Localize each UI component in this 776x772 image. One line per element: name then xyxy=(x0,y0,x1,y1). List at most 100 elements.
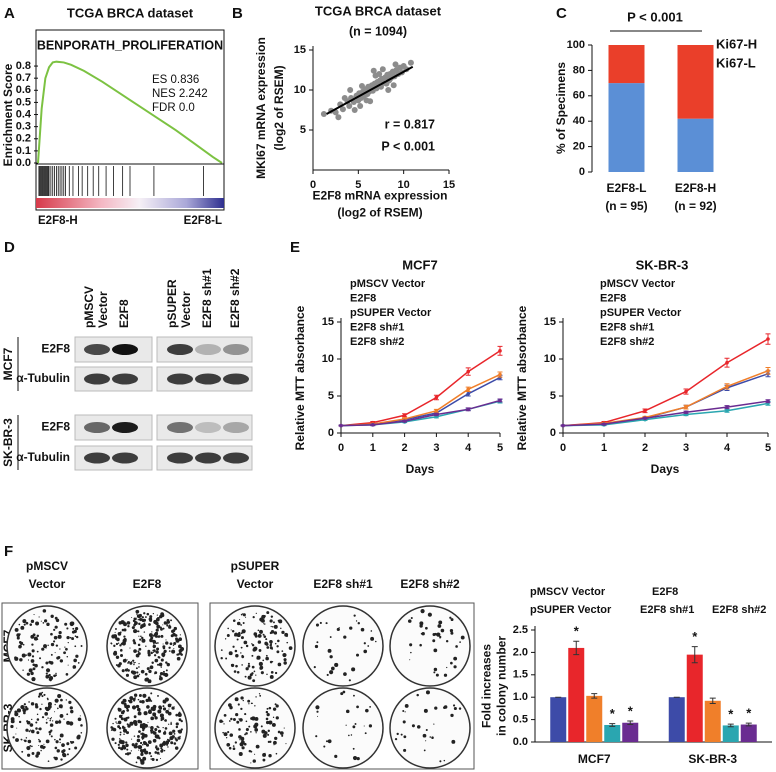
colony xyxy=(116,722,118,725)
colony xyxy=(350,734,353,736)
colony xyxy=(433,671,436,674)
colony xyxy=(47,644,49,647)
colony xyxy=(138,618,140,621)
annotation: ES 0.836 xyxy=(152,74,199,86)
bar xyxy=(568,647,585,742)
colony xyxy=(72,665,77,669)
colony xyxy=(450,631,454,635)
colony xyxy=(162,707,167,711)
colony xyxy=(133,661,135,664)
colony xyxy=(273,740,277,745)
group-label: E2F8-L xyxy=(184,215,222,227)
colony xyxy=(166,743,169,746)
colony xyxy=(148,669,152,674)
colony xyxy=(229,705,233,710)
colony xyxy=(153,651,155,654)
colony xyxy=(178,718,182,722)
colony xyxy=(240,632,243,635)
colony xyxy=(31,643,34,646)
lane-label: E2F8 sh#2 xyxy=(228,268,242,328)
colony xyxy=(255,674,257,676)
colony xyxy=(460,635,465,640)
y-axis-label: Fold increases xyxy=(480,644,494,728)
colony xyxy=(132,670,137,675)
colony xyxy=(23,739,25,742)
colony xyxy=(234,697,239,702)
colony xyxy=(133,744,138,749)
colony xyxy=(59,714,64,718)
colony xyxy=(356,653,360,657)
significance-mark: * xyxy=(746,706,752,721)
colony xyxy=(119,649,123,652)
colony xyxy=(251,654,254,657)
colony xyxy=(334,754,338,759)
colony xyxy=(125,741,128,744)
colony xyxy=(334,662,339,668)
colony xyxy=(219,719,223,723)
point xyxy=(379,66,386,73)
y-tick-label: 1.5 xyxy=(513,669,528,681)
colony xyxy=(420,609,425,614)
colony xyxy=(33,613,35,616)
point xyxy=(363,97,370,104)
point xyxy=(498,349,502,353)
colony xyxy=(67,642,69,644)
colony xyxy=(36,718,40,721)
colony xyxy=(120,620,125,625)
colony xyxy=(266,673,268,676)
colony xyxy=(38,616,40,618)
colony xyxy=(165,709,170,714)
band xyxy=(195,452,221,464)
colony xyxy=(123,733,125,736)
colony xyxy=(356,705,359,709)
colony xyxy=(132,639,135,642)
colony xyxy=(160,749,164,753)
colony xyxy=(455,645,458,648)
colony xyxy=(245,644,249,648)
colony xyxy=(364,732,367,735)
colony xyxy=(272,625,274,628)
point xyxy=(725,360,729,365)
colony xyxy=(123,628,127,632)
colony xyxy=(180,647,185,651)
colony xyxy=(29,729,32,731)
colony xyxy=(355,620,358,622)
colony xyxy=(50,632,53,636)
colony xyxy=(273,624,278,629)
legend-entry: E2F8 sh#1 xyxy=(600,321,654,333)
colony xyxy=(265,710,269,714)
x-axis-label: Days xyxy=(406,462,435,476)
colony xyxy=(55,644,59,647)
colony xyxy=(262,659,265,662)
colony xyxy=(244,616,247,618)
colony xyxy=(152,712,157,717)
colony xyxy=(367,645,370,647)
colony xyxy=(138,730,141,734)
colony xyxy=(229,733,234,737)
colony xyxy=(126,752,130,756)
colony xyxy=(123,635,126,638)
colony xyxy=(343,635,347,639)
y-axis-label: Relative MTT absorbance xyxy=(515,305,529,450)
colony xyxy=(152,738,157,743)
colony xyxy=(153,654,157,657)
colony xyxy=(277,730,281,734)
colony xyxy=(124,658,126,660)
legend-entry: E2F8 sh#2 xyxy=(350,336,404,348)
colony xyxy=(172,729,176,733)
bar-segment xyxy=(677,45,714,119)
bar xyxy=(550,697,567,742)
colony xyxy=(240,613,243,616)
colony xyxy=(459,641,461,643)
y-tick-label: 0.8 xyxy=(16,60,31,72)
colony xyxy=(407,619,412,623)
y-tick-label: 10 xyxy=(294,84,306,96)
plate xyxy=(302,605,384,687)
colony xyxy=(53,628,56,631)
colony xyxy=(141,732,145,736)
point xyxy=(766,369,770,373)
colony xyxy=(168,723,170,725)
colony xyxy=(425,690,430,695)
legend-entry: E2F8 xyxy=(600,292,626,304)
colony xyxy=(129,721,134,726)
